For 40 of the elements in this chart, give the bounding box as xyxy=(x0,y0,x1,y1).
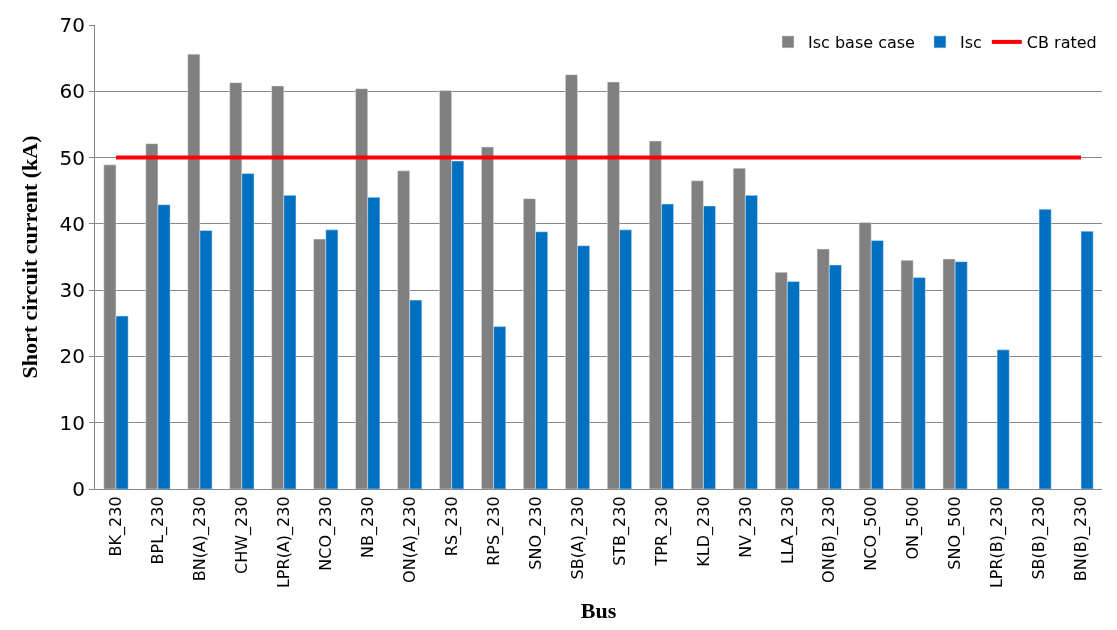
y-tick-label: 10 xyxy=(59,410,85,435)
legend-label: CB rated xyxy=(1026,33,1097,53)
y-tick-label: 20 xyxy=(59,344,85,369)
x-tick-label: CHW_230 xyxy=(232,496,253,574)
y-axis-title: Short circuit current (kA) xyxy=(17,135,43,379)
x-tick-label: NB_230 xyxy=(357,496,378,558)
y-tick-label: 50 xyxy=(59,145,85,170)
x-tick-label: LPR(A)_230 xyxy=(274,496,295,589)
x-tick-label: NCO_230 xyxy=(315,496,336,571)
x-tick-label: RPS_230 xyxy=(483,496,504,566)
legend-label: Isc xyxy=(959,33,982,53)
x-tick-label: ON(A)_230 xyxy=(399,496,420,583)
y-tick-label: 0 xyxy=(72,477,85,501)
x-tick-label: RS_230 xyxy=(441,496,462,557)
x-tick-label: SB(B)_230 xyxy=(1029,496,1050,580)
x-tick-label: SNO_230 xyxy=(525,496,546,570)
x-tick-label: NCO_500 xyxy=(861,496,882,571)
y-tick-label: 60 xyxy=(59,79,85,104)
x-tick-label: SB(A)_230 xyxy=(567,496,588,580)
bar xyxy=(1080,230,1094,489)
x-tick-label: BN(B)_230 xyxy=(1071,496,1092,582)
x-tick-label: TPR_230 xyxy=(651,496,672,567)
y-tick-label: 30 xyxy=(59,278,85,303)
x-tick-label: LPR(B)_230 xyxy=(987,496,1008,589)
x-tick-label: BPL_230 xyxy=(148,496,169,565)
x-tick-label: ON_500 xyxy=(903,496,924,560)
y-tick-label: 70 xyxy=(59,13,85,37)
y-tick-label: 40 xyxy=(59,211,85,236)
x-axis-title: Bus xyxy=(580,597,617,623)
x-tick-label: BN(A)_230 xyxy=(190,496,211,582)
x-tick-label: BK_230 xyxy=(106,496,127,557)
x-tick-label: SNO_500 xyxy=(945,496,966,570)
bar xyxy=(1038,209,1052,489)
x-tick-label: STB_230 xyxy=(609,496,630,566)
legend-label: Isc base case xyxy=(808,33,915,53)
x-tick-label: NV_230 xyxy=(735,496,756,558)
x-tick-label: LLA_230 xyxy=(777,496,798,565)
x-tick-label: ON(B)_230 xyxy=(819,496,840,583)
bar xyxy=(996,349,1010,489)
x-tick-label: KLD_230 xyxy=(693,496,714,567)
